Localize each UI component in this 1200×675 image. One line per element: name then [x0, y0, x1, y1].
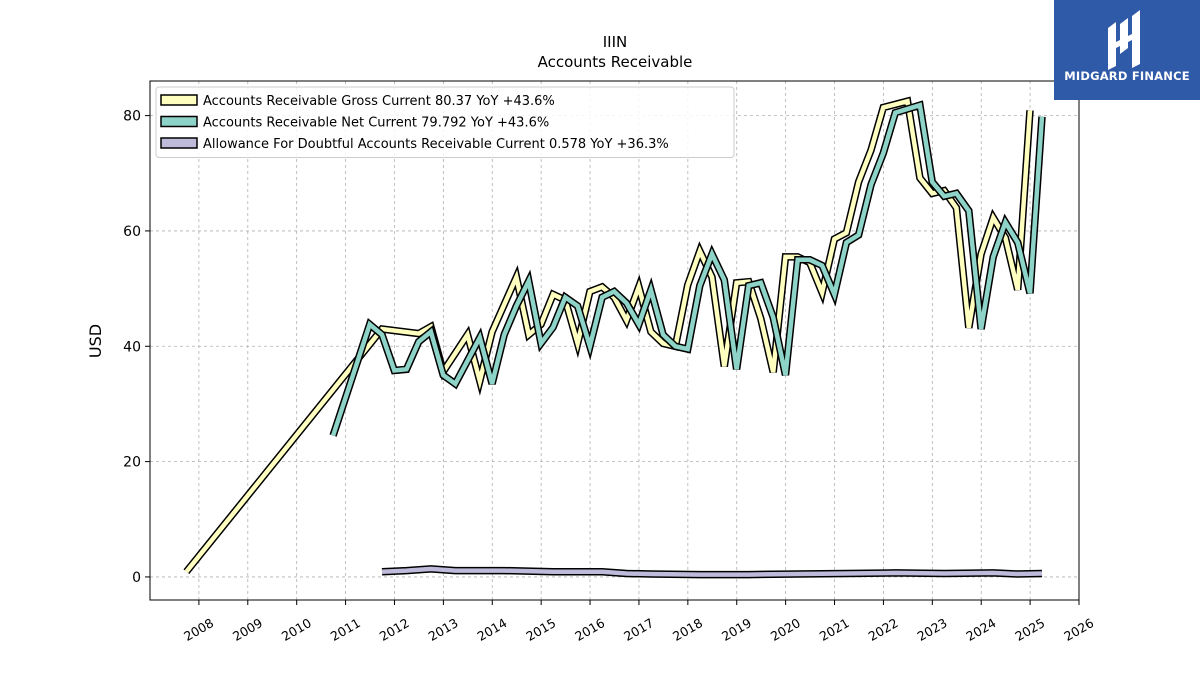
legend-swatch-0 — [160, 94, 198, 106]
series-line-0 — [184, 98, 1033, 574]
y-axis-label: USD — [86, 324, 105, 358]
y-tick-label: 0 — [132, 570, 141, 586]
legend: Accounts Receivable Gross Current 80.37 … — [155, 86, 735, 158]
series-layer — [183, 96, 1046, 579]
y-tick-label: 60 — [123, 224, 141, 240]
series-line-2 — [381, 566, 1043, 577]
logo-text: MIDGARD FINANCE — [1064, 69, 1190, 83]
chart-subtitle: Accounts Receivable — [538, 53, 693, 71]
legend-label-2: Allowance For Doubtful Accounts Receivab… — [203, 137, 669, 152]
legend-label-0: Accounts Receivable Gross Current 80.37 … — [203, 94, 555, 109]
legend-box — [155, 86, 735, 158]
y-tick-label: 80 — [123, 109, 141, 125]
series-line-1 — [330, 102, 1045, 437]
y-tick-label: 20 — [123, 455, 141, 471]
legend-swatch-2 — [160, 137, 198, 149]
brand-logo: MIDGARD FINANCE — [1054, 0, 1200, 100]
plot-frame — [149, 80, 1080, 601]
y-axis: 0 20 40 60 80 — [123, 109, 150, 586]
chart-title: IIIN — [603, 33, 628, 51]
legend-swatch-1 — [160, 115, 198, 128]
legend-label-1: Accounts Receivable Net Current 79.792 Y… — [203, 116, 549, 131]
y-tick-label: 40 — [123, 339, 141, 355]
logo-mark-icon — [1108, 10, 1140, 70]
